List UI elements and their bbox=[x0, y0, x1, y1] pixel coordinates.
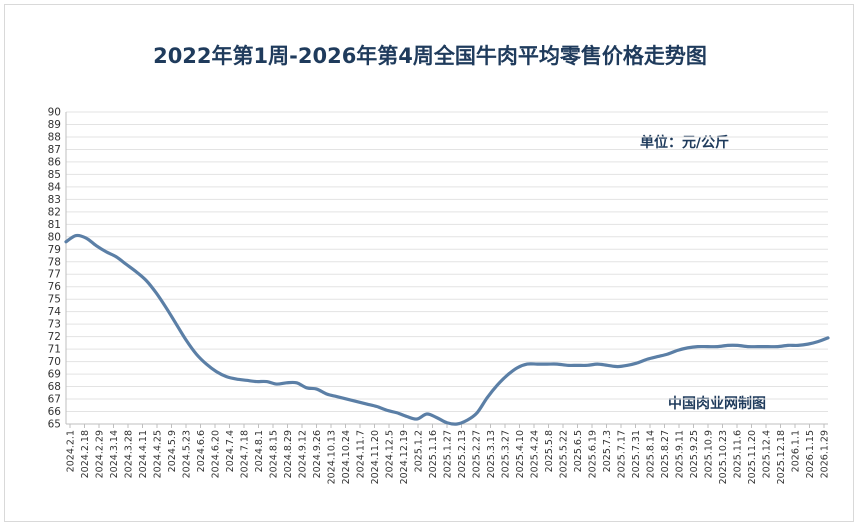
x-tick-label: 2024.8.1 bbox=[254, 430, 265, 472]
x-tick-label: 2024.7.18 bbox=[240, 430, 251, 478]
x-axis: 2024.2.1 2024.2.18 2024.2.29 2024.3.14 2024.… bbox=[66, 423, 831, 484]
x-tick-label: 2025.7.31 bbox=[631, 430, 642, 478]
price-series-line bbox=[64, 233, 830, 426]
x-tick-label: 2025.12.4 bbox=[762, 430, 773, 478]
y-tick-label: 74 bbox=[48, 306, 62, 318]
y-tick-label: 81 bbox=[48, 219, 61, 231]
y-tick-label: 75 bbox=[48, 294, 61, 306]
x-tick-label: 2025.3.27 bbox=[501, 430, 512, 478]
y-tick-label: 73 bbox=[48, 319, 61, 331]
y-tick-label: 78 bbox=[48, 256, 61, 268]
source-label: 中国肉业网制图 bbox=[668, 396, 766, 412]
x-tick-label: 2025.2.27 bbox=[472, 430, 483, 478]
x-tick-label: 2024.7.4 bbox=[225, 430, 236, 472]
x-tick-label: 2024.12.19 bbox=[399, 430, 410, 484]
y-tick-label: 65 bbox=[48, 419, 61, 431]
x-tick-label: 2025.5.22 bbox=[559, 430, 570, 478]
x-tick-label: 2024.4.25 bbox=[153, 430, 164, 478]
unit-label: 单位：元/公斤 bbox=[640, 135, 730, 151]
x-tick-label: 2024.11.7 bbox=[356, 430, 367, 478]
y-tick-label: 68 bbox=[48, 381, 61, 393]
y-tick-label: 84 bbox=[48, 181, 62, 193]
x-tick-label: 2024.8.29 bbox=[283, 430, 294, 478]
x-tick-label: 2024.3.28 bbox=[124, 430, 135, 478]
chart-frame bbox=[4, 4, 854, 522]
y-tick-label: 86 bbox=[48, 156, 62, 168]
y-tick-label: 85 bbox=[48, 169, 61, 181]
x-tick-label: 2024.5.9 bbox=[167, 430, 178, 472]
x-tick-label: 2025.11.6 bbox=[733, 430, 744, 478]
x-tick-label: 2025.9.11 bbox=[675, 430, 686, 478]
y-tick-label: 77 bbox=[48, 269, 61, 281]
x-tick-label: 2024.5.23 bbox=[182, 430, 193, 478]
series-line-group bbox=[64, 233, 830, 426]
x-tick-label: 2025.1.16 bbox=[428, 430, 439, 478]
y-tick-label: 72 bbox=[48, 331, 61, 343]
y-tick-label: 87 bbox=[48, 144, 61, 156]
x-tick-label: 2025.11.20 bbox=[747, 430, 758, 484]
x-tick-label: 2025.8.14 bbox=[646, 430, 657, 478]
x-tick-label: 2026.1.1 bbox=[791, 430, 802, 472]
x-tick-label: 2026.1.15 bbox=[805, 430, 816, 478]
x-tick-label: 2024.8.15 bbox=[269, 430, 280, 478]
x-tick-label: 2025.8.27 bbox=[660, 430, 671, 478]
x-tick-label: 2025.10.23 bbox=[718, 430, 729, 484]
y-tick-label: 79 bbox=[48, 244, 61, 256]
y-tick-label: 66 bbox=[48, 406, 62, 418]
x-tick-label: 2024.6.6 bbox=[196, 430, 207, 472]
x-tick-label: 2025.2.13 bbox=[457, 430, 468, 478]
x-tick-label: 2025.6.5 bbox=[573, 430, 584, 472]
x-tick-label: 2024.10.13 bbox=[327, 430, 338, 484]
x-tick-label: 2025.4.24 bbox=[530, 430, 541, 478]
x-tick-label: 2024.2.18 bbox=[80, 430, 91, 478]
chart-title: 2022年第1周-2026年第4周全国牛肉平均零售价格走势图 bbox=[153, 44, 707, 68]
x-tick-label: 2024.10.24 bbox=[341, 430, 352, 484]
y-tick-label: 80 bbox=[48, 231, 61, 243]
x-tick-label: 2025.12.18 bbox=[776, 430, 787, 484]
x-tick-label: 2024.9.26 bbox=[312, 430, 323, 478]
x-tick-label: 2025.7.3 bbox=[602, 430, 613, 472]
y-tick-label: 69 bbox=[48, 369, 61, 381]
x-tick-label: 2025.6.19 bbox=[588, 430, 599, 478]
x-tick-label: 2025.3.13 bbox=[486, 430, 497, 478]
x-tick-label: 2024.11.20 bbox=[370, 430, 381, 484]
x-tick-label: 2024.2.1 bbox=[66, 430, 77, 472]
x-tick-label: 2026.1.29 bbox=[820, 430, 831, 478]
y-tick-label: 83 bbox=[48, 194, 61, 206]
y-tick-label: 88 bbox=[48, 131, 61, 143]
x-tick-label: 2025.10.9 bbox=[704, 430, 715, 478]
x-tick-label: 2025.7.17 bbox=[617, 430, 628, 478]
y-tick-label: 71 bbox=[48, 344, 61, 356]
y-tick-label: 67 bbox=[48, 394, 61, 406]
y-tick-label: 82 bbox=[48, 206, 61, 218]
y-tick-label: 89 bbox=[48, 119, 61, 131]
x-tick-label: 2024.4.11 bbox=[138, 430, 149, 478]
x-tick-label: 2025.4.10 bbox=[515, 430, 526, 478]
y-axis: 6566676869707172737475767778798081828384… bbox=[48, 107, 67, 431]
gridlines bbox=[66, 111, 828, 425]
y-tick-label: 90 bbox=[48, 107, 61, 119]
x-tick-label: 2025.1.27 bbox=[443, 430, 454, 478]
y-tick-label: 70 bbox=[48, 356, 61, 368]
x-tick-label: 2025.5.8 bbox=[544, 430, 555, 472]
y-tick-label: 76 bbox=[48, 281, 62, 293]
x-tick-label: 2024.2.29 bbox=[95, 430, 106, 478]
x-tick-label: 2024.12.5 bbox=[385, 430, 396, 478]
x-tick-label: 2025.1.2 bbox=[414, 430, 425, 472]
x-tick-label: 2024.9.12 bbox=[298, 430, 309, 478]
x-tick-label: 2024.3.14 bbox=[109, 430, 120, 478]
x-tick-label: 2025.9.25 bbox=[689, 430, 700, 478]
x-tick-label: 2024.6.20 bbox=[211, 430, 222, 478]
